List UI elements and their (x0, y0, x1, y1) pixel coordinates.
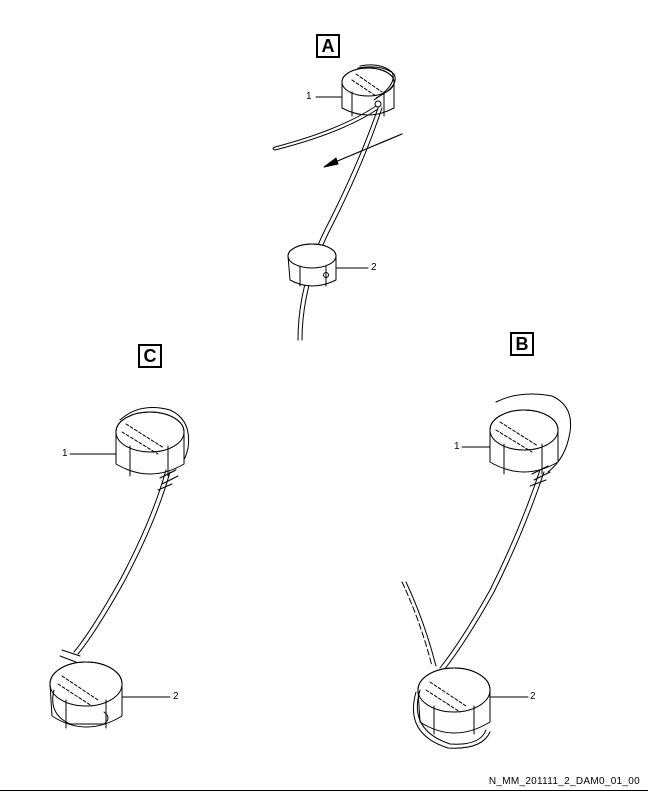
callout-2-panel-b: 2 (530, 691, 536, 702)
callout-2-panel-a: 2 (371, 262, 377, 273)
panel-b-drawing (401, 393, 572, 749)
callout-1-panel-a: 1 (306, 91, 312, 102)
panel-label-b: B (510, 332, 534, 356)
callout-2-panel-c: 2 (173, 691, 179, 702)
callout-1-panel-c: 1 (62, 448, 68, 459)
panel-a-drawing (272, 64, 403, 341)
footer-rule (0, 790, 648, 791)
cap-1-panel-b (489, 393, 572, 475)
callout-1-panel-b: 1 (454, 441, 460, 452)
cap-2-panel-b (412, 667, 491, 749)
figure-reference-code: N_MM_201111_2_DAM0_01_00 (488, 776, 640, 787)
panel-label-a: A (316, 34, 340, 58)
panel-c-drawing (49, 407, 190, 729)
panel-label-c: C (138, 344, 162, 368)
cap-2-panel-c (49, 661, 123, 729)
cap-2-panel-a (287, 243, 337, 287)
cap-1-panel-c (115, 407, 190, 477)
